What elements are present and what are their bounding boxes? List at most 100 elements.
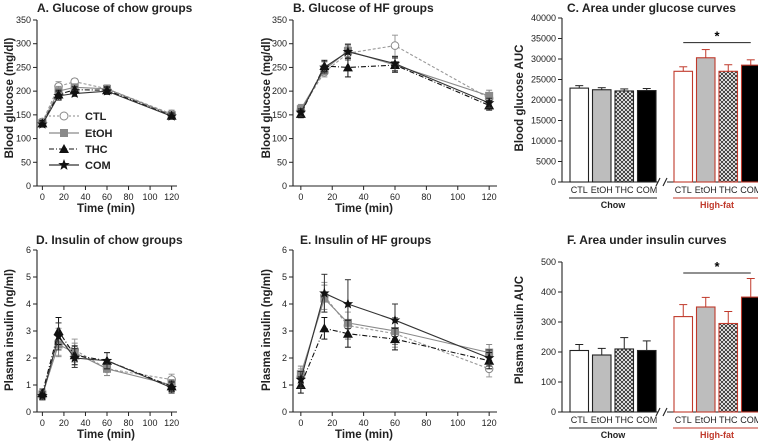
y-tick-label: 35000 [531, 34, 556, 44]
data-point-com [53, 330, 64, 341]
data-point-thc [342, 328, 353, 338]
gray-square-icon [60, 129, 68, 137]
data-point-com [342, 46, 354, 57]
bar-com [636, 90, 657, 183]
bar-thc [718, 70, 739, 183]
data-point-com [69, 88, 80, 98]
y-tick-label: 300 [541, 317, 556, 327]
x-tick-label: 40 [80, 192, 90, 202]
x-tick-label: 20 [327, 192, 337, 202]
y-tick-label: 0 [282, 407, 287, 417]
y-axis-label-a: Blood glucose (mg/dl) [4, 37, 16, 158]
x-tick-label: COM [740, 185, 758, 195]
axis-break-mark [662, 177, 668, 187]
legend: CTL EtOH THC COM [49, 111, 113, 172]
x-tick-label: COM [636, 415, 657, 425]
group-label-high-fat: High-fat [700, 430, 734, 440]
data-point-com [101, 355, 113, 366]
x-axis-label-a: Time (min) [77, 203, 135, 215]
y-tick-label: 0 [551, 407, 556, 417]
data-point-com [319, 287, 330, 298]
y-tick-label: 5000 [536, 157, 556, 167]
y-tick-label: 0 [26, 407, 31, 417]
y-tick-label: 25000 [531, 75, 556, 85]
bar-com [740, 64, 758, 183]
data-point-com [166, 110, 177, 121]
x-tick-label: 40 [359, 418, 369, 428]
plot-area-b: 0 50 100 150 200 250 300 350 0 20 40 60 80 100 120 [272, 15, 497, 202]
x-tick-label: COM [740, 415, 758, 425]
series-line-thc [41, 89, 172, 124]
y-tick-label: 6 [282, 245, 287, 255]
x-tick-label: 40 [80, 418, 90, 428]
bar-etoh [695, 57, 716, 183]
data-point-com [483, 352, 495, 363]
x-tick-label: 80 [124, 192, 134, 202]
y-tick-label: 10000 [531, 136, 556, 146]
x-tick-label: CTL [675, 185, 692, 195]
x-tick-label: 60 [390, 418, 400, 428]
group-label-chow: Chow [601, 430, 626, 440]
legend-label-thc: THC [85, 144, 108, 156]
bar-thc [614, 90, 635, 183]
data-point-etoh [485, 91, 494, 100]
x-tick-label: 120 [164, 418, 179, 428]
data-point-thc [319, 323, 330, 333]
data-point-com [69, 352, 80, 363]
x-tick-label: 120 [482, 418, 497, 428]
data-point-com [295, 106, 307, 117]
plot-area-c: 0 5000 10000 15000 20000 25000 30000 35000 40000… [531, 13, 758, 210]
y-tick-label: 200 [16, 86, 31, 96]
filled-triangle-icon [59, 144, 69, 153]
y-tick-label: 3 [282, 326, 287, 336]
x-tick-label: 40 [359, 192, 369, 202]
bar-etoh [591, 354, 612, 413]
x-axis-label-e: Time (min) [335, 429, 393, 441]
data-point-com [37, 390, 48, 401]
data-point-com [319, 61, 330, 72]
y-tick-label: 5 [282, 272, 287, 282]
bar-ctl [569, 87, 590, 183]
data-point-com [166, 382, 177, 393]
y-tick-label: 100 [16, 134, 31, 144]
y-tick-label: 1 [282, 380, 287, 390]
panel-c: C. Area under glucose curves Blood gluco… [514, 1, 758, 210]
x-tick-label: THC [615, 415, 634, 425]
panel-title-e: E. Insulin of HF groups [300, 233, 432, 247]
y-axis-label-b: Blood glucose (mg/dl) [261, 37, 273, 158]
x-tick-label: EtOH [591, 415, 613, 425]
x-tick-label: 100 [143, 418, 158, 428]
group-label-chow: Chow [601, 200, 626, 210]
y-tick-label: 15000 [531, 116, 556, 126]
y-axis-label-f: Plasma insulin AUC [514, 276, 526, 384]
plot-area-a: 0 50 100 150 200 250 300 350 0 20 40 60 80 100 120 [16, 15, 179, 202]
data-point-com [342, 298, 354, 309]
bar-thc [718, 322, 739, 413]
x-tick-label: 100 [450, 418, 465, 428]
x-tick-label: 120 [482, 192, 497, 202]
x-tick-label: 20 [327, 418, 337, 428]
x-tick-label: THC [719, 185, 738, 195]
y-tick-label: 400 [541, 287, 556, 297]
y-tick-label: 3 [26, 326, 31, 336]
y-tick-label: 350 [272, 15, 287, 25]
y-axis-label-c: Blood glucose AUC [514, 45, 526, 152]
bar-com [740, 296, 758, 413]
bar-ctl [569, 349, 590, 413]
y-tick-label: 50 [277, 157, 287, 167]
data-point-com [483, 97, 495, 108]
data-point-com [295, 374, 307, 385]
data-point-thc [342, 62, 353, 72]
y-tick-label: 200 [272, 86, 287, 96]
bar-ctl [673, 316, 694, 413]
x-tick-label: 100 [450, 192, 465, 202]
x-tick-label: 100 [143, 192, 158, 202]
panel-e: E. Insulin of HF groups Plasma insulin (… [261, 233, 497, 441]
y-tick-label: 1 [26, 380, 31, 390]
y-tick-label: 5 [26, 272, 31, 282]
y-tick-label: 2 [282, 353, 287, 363]
legend-label-etoh: EtOH [85, 128, 113, 140]
y-tick-label: 350 [16, 15, 31, 25]
